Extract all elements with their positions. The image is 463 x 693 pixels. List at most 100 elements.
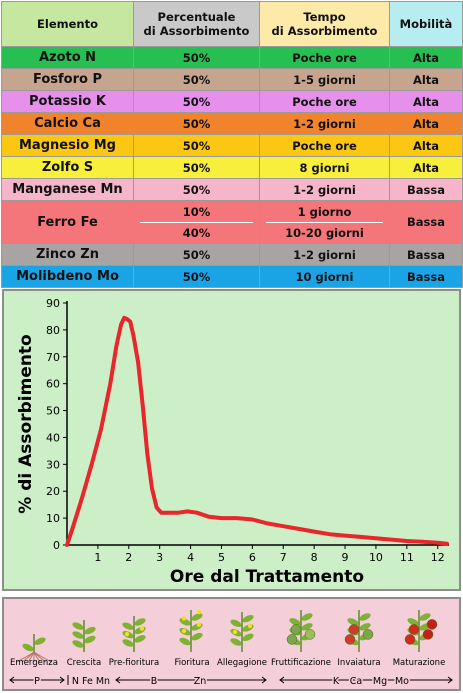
percent-cell: 50% bbox=[133, 243, 260, 266]
table-header-row: Elemento Percentuale di Assorbimento Temp… bbox=[1, 1, 463, 47]
y-tick-label: 40 bbox=[46, 431, 60, 444]
fruiting-plant-icon bbox=[286, 610, 316, 652]
time-cell: 1-5 giorni bbox=[259, 68, 390, 91]
y-tick-label: 90 bbox=[46, 297, 60, 310]
element-cell: Magnesio Mg bbox=[1, 134, 134, 157]
growth-plant-icon bbox=[72, 620, 96, 652]
x-tick-label: 4 bbox=[187, 551, 194, 564]
y-tick-label: 60 bbox=[46, 378, 60, 391]
table-row: Zinco Zn 50% 1-2 giorni Bassa bbox=[1, 243, 463, 266]
element-cell: Azoto N bbox=[1, 46, 134, 69]
nutrient-label: K bbox=[333, 676, 340, 687]
x-tick-label: 11 bbox=[400, 551, 414, 564]
x-tick-label: 12 bbox=[431, 551, 445, 564]
nutrient-table: Elemento Percentuale di Assorbimento Temp… bbox=[1, 1, 463, 288]
nutrient-label: P bbox=[34, 676, 40, 687]
element-cell: Zinco Zn bbox=[1, 243, 134, 266]
table-row: Calcio Ca 50% 1-2 giorni Alta bbox=[1, 112, 463, 135]
header-mobilita: Mobilità bbox=[389, 1, 463, 47]
arrow-b-zn-head-right bbox=[261, 676, 267, 684]
ripening-plant-icon bbox=[404, 610, 438, 652]
table-row: Manganese Mn 50% 1-2 giorni Bassa bbox=[1, 178, 463, 201]
y-axis-label: % di Assorbimento bbox=[16, 334, 36, 513]
table-row: Magnesio Mg 50% Poche ore Alta bbox=[1, 134, 463, 157]
mobility-cell: Alta bbox=[389, 46, 463, 69]
growth-stages-panel: Emergenza Crescita Pre-fioritura Fioritura A… bbox=[2, 597, 461, 691]
time-cell: 10 giorni bbox=[259, 265, 390, 288]
x-tick-label: 5 bbox=[218, 551, 225, 564]
table-row: Zolfo S 50% 8 giorni Alta bbox=[1, 156, 463, 179]
mobility-cell: Alta bbox=[389, 156, 463, 179]
element-cell: Zolfo S bbox=[1, 156, 134, 179]
absorption-series-line bbox=[65, 315, 449, 547]
time-cell: Poche ore bbox=[259, 134, 390, 157]
growth-stages: Emergenza Crescita Pre-fioritura Fioritura A… bbox=[9, 609, 453, 689]
nutrient-label: N Fe Mn bbox=[72, 676, 110, 687]
nutrient-label: Zn bbox=[194, 676, 207, 687]
percent-cell: 50% bbox=[133, 112, 260, 135]
percent-cell: 50% bbox=[133, 46, 260, 69]
time-cell: 8 giorni bbox=[259, 156, 390, 179]
y-tick-label: 80 bbox=[46, 324, 60, 337]
percent-cell: 50% bbox=[133, 90, 260, 113]
table-row: Molibdeno Mo 50% 10 giorni Bassa bbox=[1, 265, 463, 288]
x-tick-label: 8 bbox=[311, 551, 318, 564]
flowering-plant-icon bbox=[179, 609, 203, 652]
arrow-b-zn-head-left bbox=[115, 676, 121, 684]
y-tick-label: 30 bbox=[46, 458, 60, 471]
percent-cell: 10% 40% bbox=[133, 200, 260, 244]
stage-label: Emergenza bbox=[10, 658, 58, 668]
y-tick-label: 10 bbox=[46, 512, 60, 525]
time-cell: 1-2 giorni bbox=[259, 243, 390, 266]
element-cell: Manganese Mn bbox=[1, 178, 134, 201]
arrow-k-mo-head-right bbox=[447, 676, 453, 684]
time-cell: 1 giorno 10-20 giorni bbox=[259, 200, 390, 244]
stage-label: Fioritura bbox=[174, 658, 209, 668]
element-cell: Ferro Fe bbox=[1, 200, 134, 244]
emergence-plant-icon bbox=[15, 634, 53, 663]
arrow-p-head-left bbox=[9, 676, 15, 684]
stage-label: Invaiatura bbox=[337, 658, 380, 668]
x-tick-label: 6 bbox=[249, 551, 256, 564]
pre-flowering-plant-icon bbox=[122, 616, 146, 652]
mobility-cell: Alta bbox=[389, 112, 463, 135]
time-cell: Poche ore bbox=[259, 90, 390, 113]
time-cell: 1-2 giorni bbox=[259, 112, 390, 135]
nutrient-label: Ca bbox=[350, 676, 362, 687]
stage-label: Fruttificazione bbox=[271, 658, 331, 668]
arrow-p-head-right bbox=[59, 676, 65, 684]
percent-cell: 50% bbox=[133, 68, 260, 91]
stage-label: Maturazione bbox=[393, 658, 446, 668]
y-tick-label: 70 bbox=[46, 351, 60, 364]
table-row: Fosforo P 50% 1-5 giorni Alta bbox=[1, 68, 463, 91]
element-cell: Fosforo P bbox=[1, 68, 134, 91]
x-tick-label: 2 bbox=[125, 551, 132, 564]
arrow-k-mo-head-left bbox=[279, 676, 285, 684]
mobility-cell: Alta bbox=[389, 134, 463, 157]
mobility-cell: Bassa bbox=[389, 200, 463, 244]
table-row: Azoto N 50% Poche ore Alta bbox=[1, 46, 463, 69]
fruit-set-plant-icon bbox=[230, 612, 254, 652]
table-row: Ferro Fe 10% 40% 1 giorno 10-20 giorni Bassa bbox=[1, 200, 463, 244]
element-cell: Potassio K bbox=[1, 90, 134, 113]
mobility-cell: Bassa bbox=[389, 265, 463, 288]
table-row: Potassio K 50% Poche ore Alta bbox=[1, 90, 463, 113]
x-tick-label: 3 bbox=[156, 551, 163, 564]
mobility-cell: Bassa bbox=[389, 178, 463, 201]
x-tick-label: 10 bbox=[369, 551, 383, 564]
mobility-cell: Alta bbox=[389, 90, 463, 113]
element-cell: Calcio Ca bbox=[1, 112, 134, 135]
percent-cell: 50% bbox=[133, 178, 260, 201]
stage-label: Allegagione bbox=[217, 658, 267, 668]
percent-cell: 50% bbox=[133, 265, 260, 288]
y-tick-label: 0 bbox=[53, 539, 60, 552]
time-cell: Poche ore bbox=[259, 46, 390, 69]
stage-label: Pre-fioritura bbox=[109, 658, 159, 668]
nutrient-label: B bbox=[151, 676, 158, 687]
y-tick-label: 20 bbox=[46, 485, 60, 498]
veraison-plant-icon bbox=[344, 610, 374, 652]
nutrient-label: Mg bbox=[373, 676, 387, 687]
nutrient-label: Mo bbox=[395, 676, 409, 687]
